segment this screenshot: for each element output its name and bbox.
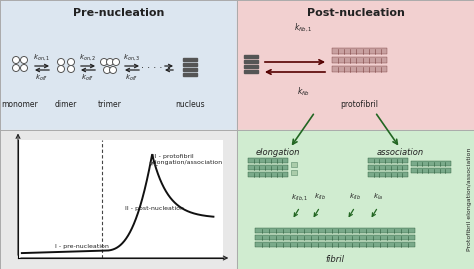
Circle shape [107,58,113,65]
Text: $k_{la}$: $k_{la}$ [373,192,383,202]
Bar [368,172,408,177]
Circle shape [57,65,64,73]
Text: $k_{on,1}$: $k_{on,1}$ [33,52,51,62]
Text: III - protofibril
elongation/association: III - protofibril elongation/association [151,154,222,165]
Text: $k_{on,2}$: $k_{on,2}$ [79,52,97,62]
Bar [244,55,258,58]
Bar [411,168,451,173]
Bar [368,158,408,163]
Circle shape [67,65,74,73]
Bar [291,170,297,175]
Bar [332,57,387,63]
Text: $k_{fib,1}$: $k_{fib,1}$ [292,192,309,202]
Bar [237,130,474,269]
Bar [244,60,258,63]
Bar [0,130,237,269]
Text: $k_{fib}$: $k_{fib}$ [314,192,326,202]
Bar [332,48,387,54]
Text: nucleus: nucleus [175,100,205,109]
Bar [332,66,387,72]
Circle shape [12,56,19,63]
Circle shape [109,66,117,73]
Circle shape [100,58,108,65]
Text: $k_{off}$: $k_{off}$ [126,73,138,83]
Bar [0,0,237,130]
Text: $k_{off}$: $k_{off}$ [36,73,48,83]
Text: fibril: fibril [326,255,345,264]
Bar [255,235,415,240]
Text: association: association [376,148,424,157]
Circle shape [67,58,74,65]
Bar [244,70,258,73]
Bar [237,0,474,130]
Text: monomer: monomer [1,100,38,109]
Bar [248,158,288,163]
Text: protofibril: protofibril [340,100,378,109]
Text: · · · ·: · · · · [141,63,163,73]
Text: $k_{off}$: $k_{off}$ [82,73,94,83]
Circle shape [20,56,27,63]
Bar [255,242,415,247]
Text: $k_{fib}$: $k_{fib}$ [349,192,361,202]
Text: trimer: trimer [98,100,122,109]
Bar [291,162,297,167]
Text: $k_{fib,1}$: $k_{fib,1}$ [293,22,312,34]
Bar [368,165,408,170]
Bar [411,161,451,166]
Bar [183,63,197,66]
Circle shape [12,65,19,72]
Text: Pre-nucleation: Pre-nucleation [73,8,164,18]
Bar [248,172,288,177]
Text: elongation: elongation [256,148,300,157]
Bar [183,68,197,71]
Circle shape [57,58,64,65]
Bar [248,165,288,170]
Text: Post-nucleation: Post-nucleation [307,8,404,18]
Text: Protofibril elongation/association: Protofibril elongation/association [467,148,473,251]
Bar [183,73,197,76]
Bar [244,65,258,68]
Circle shape [103,66,110,73]
Text: I - pre-nucleation: I - pre-nucleation [55,243,109,249]
Circle shape [20,65,27,72]
Bar [183,58,197,61]
Circle shape [112,58,119,65]
Text: $k_{fib}$: $k_{fib}$ [297,85,310,97]
Text: II - post-nucleation: II - post-nucleation [125,206,183,211]
Text: dimer: dimer [55,100,77,109]
Bar [255,228,415,233]
Text: $k_{on,3}$: $k_{on,3}$ [123,52,141,62]
